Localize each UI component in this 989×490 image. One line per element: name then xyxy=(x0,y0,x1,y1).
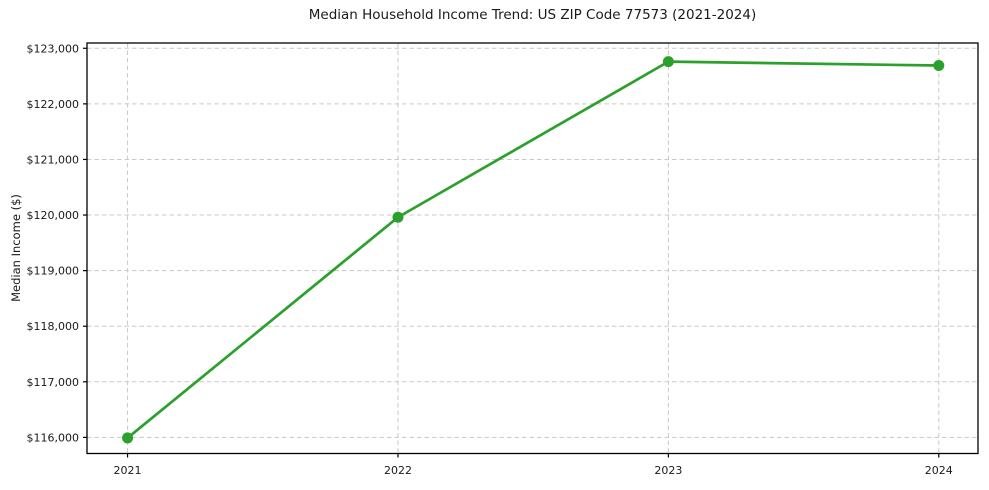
x-tick-label: 2024 xyxy=(925,464,953,477)
data-point-marker xyxy=(122,432,134,444)
plot-border xyxy=(86,42,979,455)
y-tick-label: $118,000 xyxy=(27,320,80,333)
y-tick-label: $120,000 xyxy=(27,209,80,222)
x-tick-label: 2022 xyxy=(384,464,412,477)
x-tick-label: 2021 xyxy=(114,464,142,477)
data-point-marker xyxy=(933,60,945,72)
data-point-marker xyxy=(392,211,404,223)
y-tick-label: $122,000 xyxy=(27,98,80,111)
y-tick-label: $116,000 xyxy=(27,431,80,444)
y-tick-label: $119,000 xyxy=(27,265,80,278)
y-tick-label: $117,000 xyxy=(27,376,80,389)
y-tick-label: $121,000 xyxy=(27,153,80,166)
x-tick-label: 2023 xyxy=(654,464,682,477)
y-tick-label: $123,000 xyxy=(27,42,80,55)
data-point-marker xyxy=(662,56,674,68)
income-trend-line xyxy=(126,60,941,440)
chart-title: Median Household Income Trend: US ZIP Co… xyxy=(308,7,757,23)
